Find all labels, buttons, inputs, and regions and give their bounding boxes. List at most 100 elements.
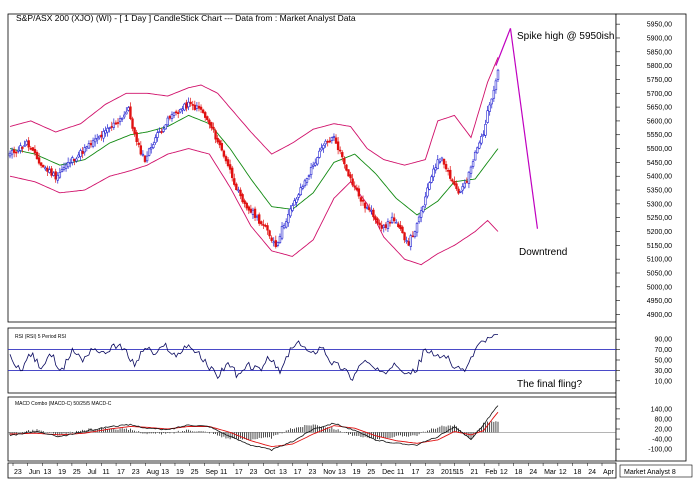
x-tick-label: 23 bbox=[250, 469, 258, 476]
downtrend-annotation: Downtrend bbox=[519, 247, 567, 258]
candle-body bbox=[174, 111, 178, 114]
x-tick-label: 19 bbox=[58, 469, 66, 476]
candle-body bbox=[330, 137, 334, 141]
candle-body bbox=[320, 147, 323, 151]
candle-body bbox=[183, 103, 186, 111]
candle-body bbox=[492, 89, 496, 99]
candle-body bbox=[451, 179, 454, 182]
candle-body bbox=[403, 232, 406, 241]
x-tick-label: 12 bbox=[559, 469, 567, 476]
x-tick-label: Sep bbox=[205, 469, 218, 476]
candle-body bbox=[434, 167, 437, 171]
price-tick-label: 5600,00 bbox=[647, 118, 672, 125]
candle-body bbox=[179, 109, 182, 113]
candle-body bbox=[185, 102, 188, 109]
candle-body bbox=[168, 115, 172, 119]
candle-body bbox=[257, 214, 261, 224]
x-tick-label: 18 bbox=[515, 469, 523, 476]
candle-body bbox=[208, 119, 211, 125]
candle-body bbox=[10, 149, 14, 155]
candle-body bbox=[89, 143, 93, 146]
x-tick-label: 13 bbox=[161, 469, 169, 476]
candle-body bbox=[125, 111, 128, 115]
x-tick-label: 19 bbox=[176, 469, 184, 476]
candle-body bbox=[347, 169, 350, 177]
candle-body bbox=[191, 104, 194, 106]
candle-body bbox=[480, 136, 483, 144]
candle-body bbox=[110, 126, 113, 128]
candle-body bbox=[56, 174, 59, 181]
candle-body bbox=[123, 114, 126, 118]
candle-body bbox=[139, 145, 143, 155]
candle-body bbox=[345, 164, 348, 171]
candle-body bbox=[230, 167, 234, 179]
candle-body bbox=[488, 104, 491, 112]
candle-body bbox=[482, 134, 485, 136]
x-tick-label: 15 bbox=[456, 469, 464, 476]
candle-body bbox=[386, 221, 390, 229]
candle-body bbox=[98, 135, 101, 139]
candle-body bbox=[457, 188, 460, 194]
candle-body bbox=[380, 224, 383, 229]
candle-body bbox=[31, 147, 35, 151]
candle-body bbox=[405, 240, 408, 242]
candle-body bbox=[62, 167, 66, 170]
x-tick-label: 17 bbox=[294, 469, 302, 476]
candle-body bbox=[116, 122, 120, 124]
candle-body bbox=[359, 197, 363, 202]
price-tick-label: 4900,00 bbox=[647, 312, 672, 319]
x-tick-label: 25 bbox=[73, 469, 81, 476]
candle-body bbox=[204, 112, 207, 118]
candle-body bbox=[293, 200, 296, 206]
candle-body bbox=[301, 186, 304, 189]
x-tick-label: Jun bbox=[29, 469, 40, 476]
candle-body bbox=[50, 168, 53, 176]
candle-body bbox=[436, 159, 439, 169]
macd-signal-line bbox=[10, 411, 499, 448]
candle-body bbox=[69, 162, 72, 164]
candle-body bbox=[91, 140, 95, 147]
x-tick-label: 21 bbox=[470, 469, 478, 476]
candle-body bbox=[473, 151, 477, 161]
bollinger-lower-line bbox=[9, 148, 499, 266]
candle-body bbox=[197, 105, 201, 109]
x-tick-label: 17 bbox=[117, 469, 125, 476]
candle-body bbox=[307, 175, 311, 177]
candle-body bbox=[15, 151, 18, 154]
candle-body bbox=[471, 161, 475, 167]
candle-body bbox=[444, 164, 448, 170]
candle-body bbox=[199, 106, 203, 110]
candle-body bbox=[54, 171, 57, 180]
candle-body bbox=[249, 208, 253, 213]
x-tick-label: 23 bbox=[309, 469, 317, 476]
macd-y-ticks: 140,00 80,00 20,00 -40,00 -100,00 bbox=[616, 406, 672, 454]
price-tick-label: 5300,00 bbox=[647, 201, 672, 208]
candle-body bbox=[282, 224, 286, 229]
x-tick-label: 12 bbox=[500, 469, 508, 476]
candle-body bbox=[268, 230, 271, 237]
candle-body bbox=[357, 188, 361, 197]
candle-body bbox=[407, 241, 410, 246]
candle-body bbox=[378, 222, 381, 226]
candle-body bbox=[442, 158, 446, 165]
candle-body bbox=[243, 200, 246, 204]
price-tick-label: 5800,00 bbox=[647, 63, 672, 70]
candle-body bbox=[305, 178, 309, 183]
candle-body bbox=[218, 140, 221, 146]
candle-body bbox=[419, 210, 423, 218]
candle-body bbox=[295, 198, 298, 203]
bollinger-upper-line bbox=[9, 57, 499, 166]
candle-body bbox=[224, 156, 228, 162]
candle-body bbox=[12, 149, 16, 153]
projection-lines bbox=[495, 28, 539, 229]
candle-body bbox=[85, 146, 89, 149]
candle-body bbox=[476, 147, 479, 154]
candle-body bbox=[422, 206, 425, 212]
candle-body bbox=[102, 131, 105, 139]
x-tick-label: 2015 bbox=[441, 469, 457, 476]
candle-body bbox=[39, 162, 43, 166]
price-tick-label: 5650,00 bbox=[647, 105, 672, 112]
candle-body bbox=[170, 114, 174, 119]
price-tick-label: 5350,00 bbox=[647, 188, 672, 195]
candle-body bbox=[446, 170, 450, 172]
